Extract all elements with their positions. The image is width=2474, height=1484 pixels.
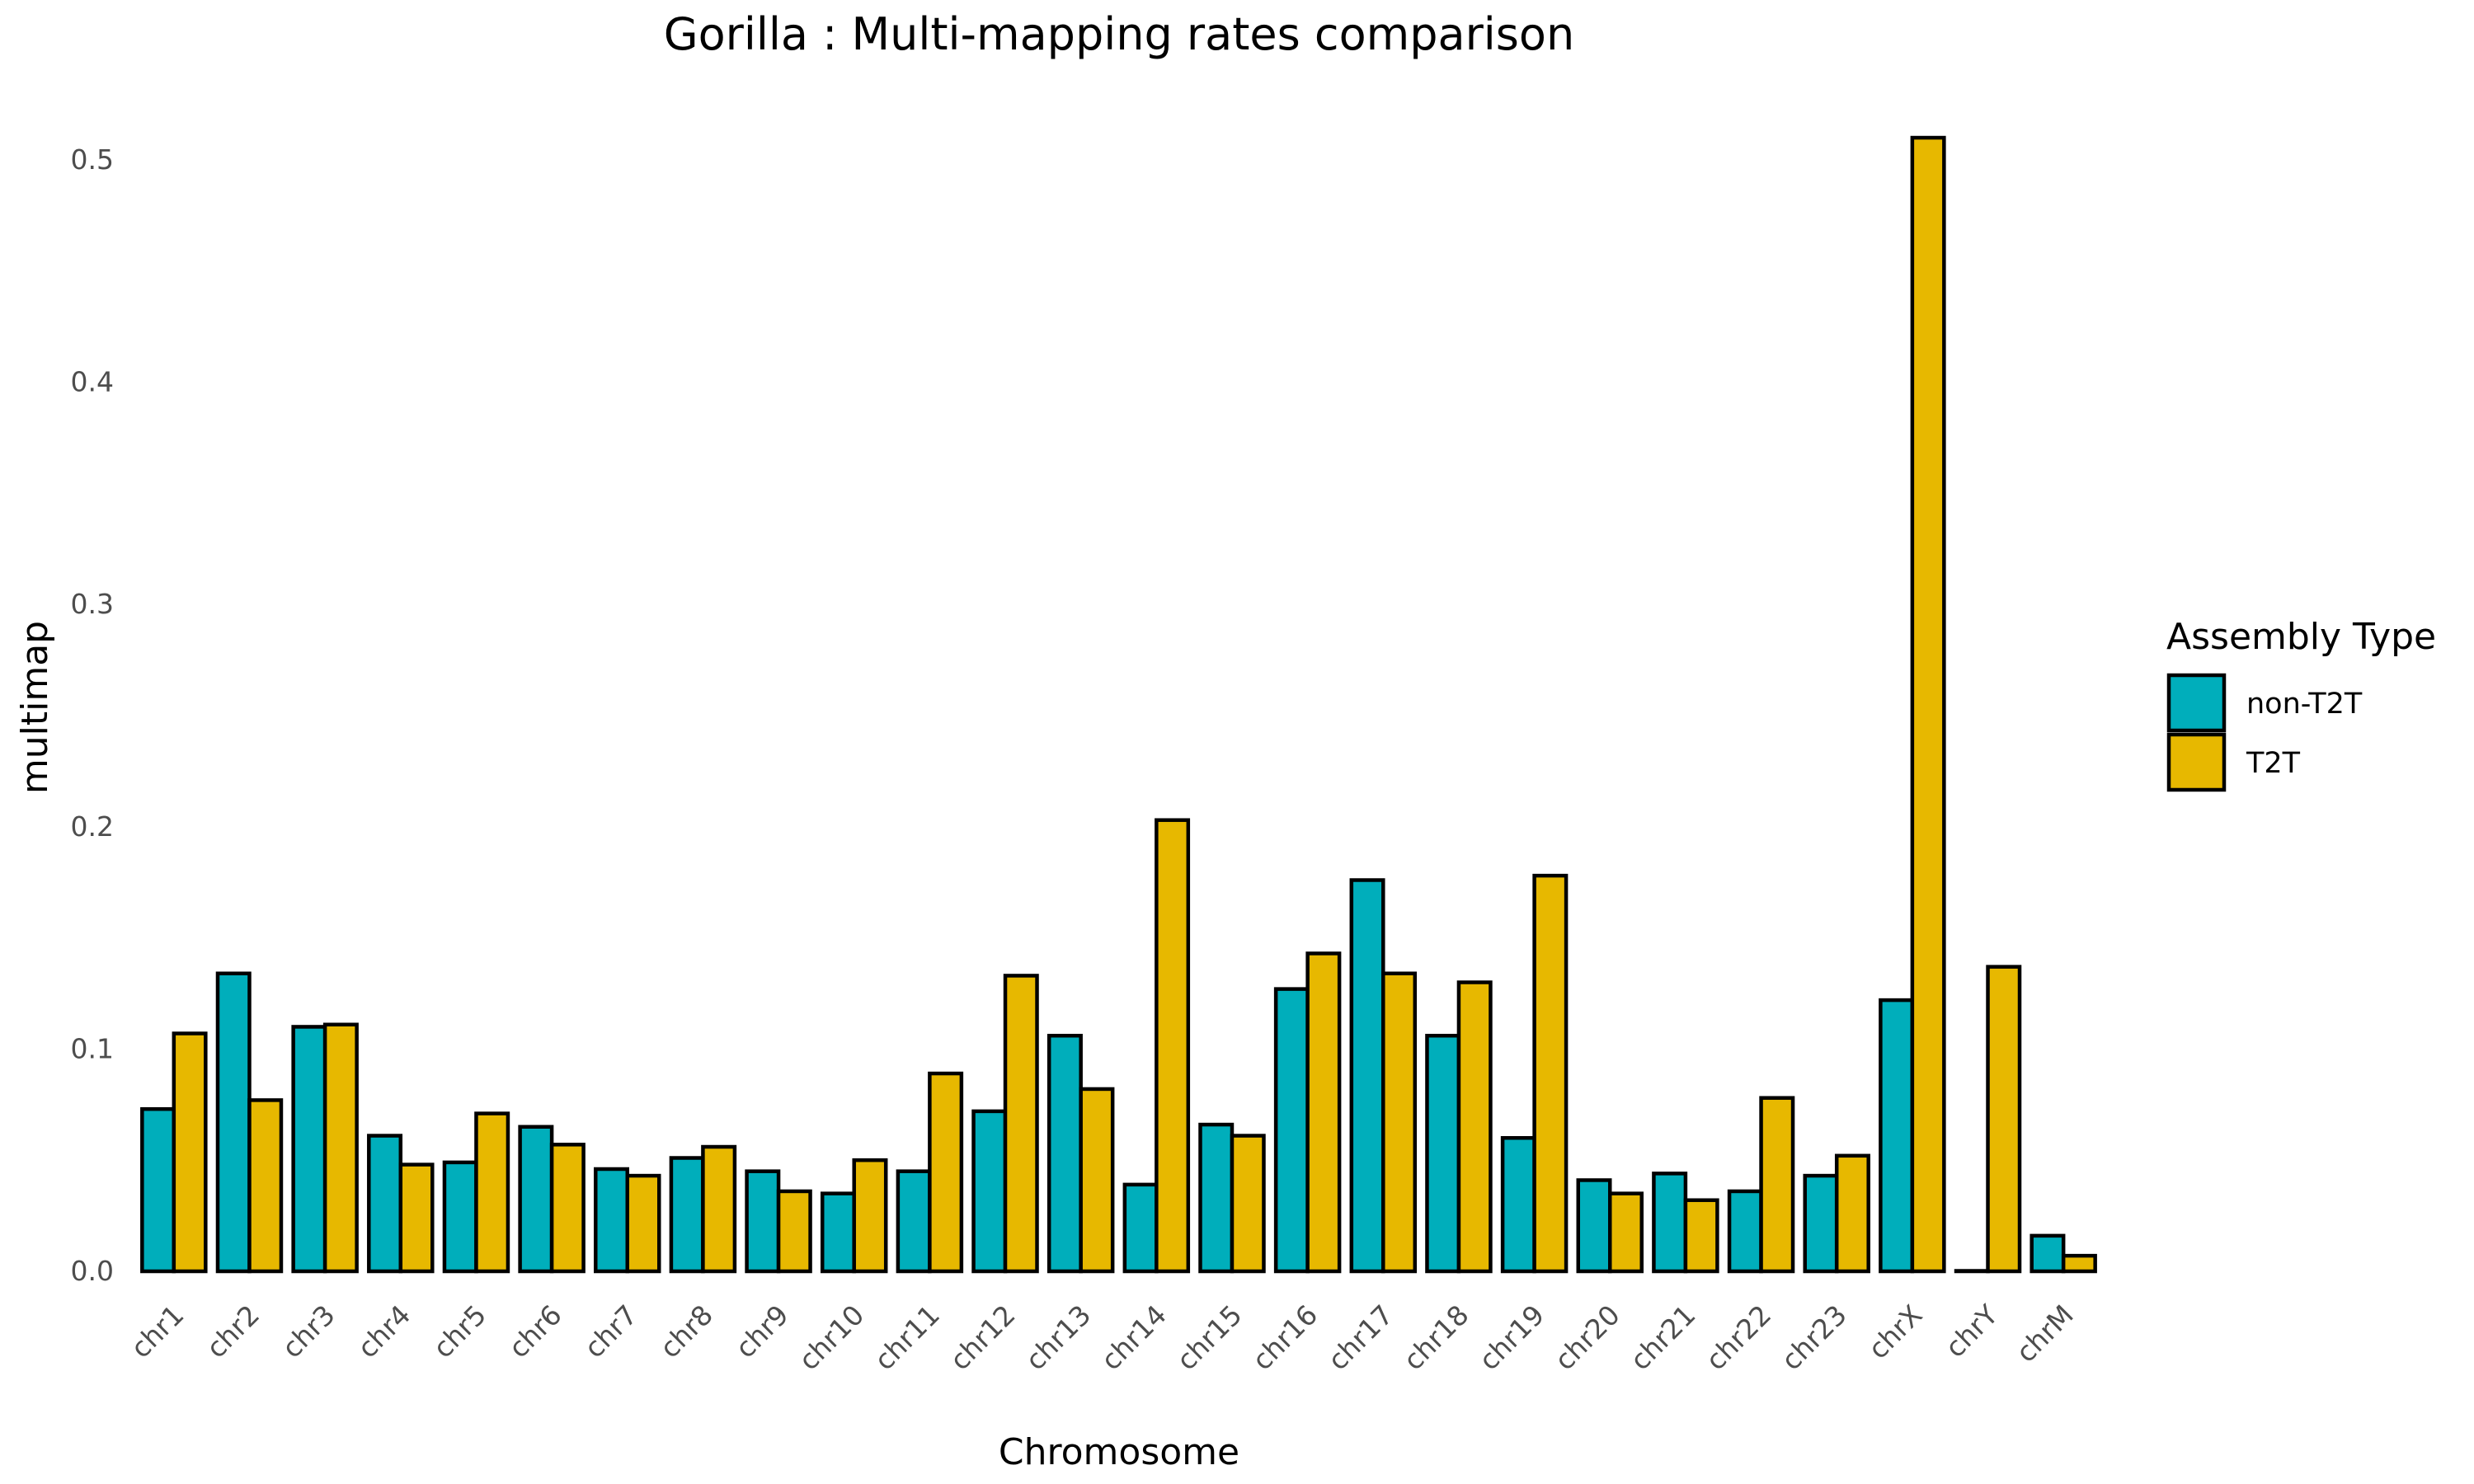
y-tick-label: 0.0 — [71, 1255, 114, 1287]
bar-chr11-T2T — [928, 1071, 964, 1274]
legend: Assembly Type non-T2T T2T — [2166, 616, 2436, 792]
bar-chr11-non-T2T — [896, 1169, 932, 1274]
bar-chr16-T2T — [1305, 951, 1342, 1274]
x-tick-label: chrM — [2010, 1298, 2080, 1369]
bar-chr12-T2T — [1003, 974, 1039, 1274]
bar-chr1-T2T — [172, 1031, 208, 1274]
x-tick-label: chr5 — [426, 1298, 492, 1364]
x-tick-label: chr14 — [1094, 1298, 1172, 1376]
bar-chr9-non-T2T — [745, 1169, 781, 1274]
y-axis-ticks: 0.0 0.1 0.2 0.3 0.4 0.5 — [71, 143, 114, 1287]
bar-chrX-T2T — [1910, 135, 1946, 1274]
x-tick-label: chr8 — [653, 1298, 719, 1364]
x-tick-label: chr19 — [1473, 1298, 1550, 1376]
bar-chr5-T2T — [474, 1111, 510, 1274]
bar-chr20-non-T2T — [1576, 1178, 1612, 1274]
bar-chr19-non-T2T — [1500, 1135, 1536, 1274]
bar-chr5-non-T2T — [442, 1160, 478, 1274]
bar-chr10-T2T — [852, 1158, 888, 1274]
bar-chrM-T2T — [2061, 1253, 2097, 1274]
bar-chr10-non-T2T — [820, 1191, 856, 1274]
x-tick-label: chr2 — [200, 1298, 266, 1364]
bar-chr19-T2T — [1532, 873, 1569, 1274]
legend-title: Assembly Type — [2166, 616, 2436, 658]
bars-group — [140, 135, 2097, 1274]
bar-chr15-non-T2T — [1198, 1122, 1235, 1274]
bar-chr14-T2T — [1155, 818, 1191, 1274]
x-axis-ticks: chr1 chr2 chr3 chr4 chr5 chr6 chr7 chr8 chr9chr1… — [125, 1298, 2080, 1376]
bar-chr18-non-T2T — [1425, 1033, 1461, 1274]
bar-chr21-T2T — [1683, 1198, 1719, 1274]
bar-chrX-non-T2T — [1879, 998, 1915, 1274]
x-tick-label: chr17 — [1321, 1298, 1399, 1376]
bar-chr12-non-T2T — [971, 1109, 1008, 1274]
bar-chr18-T2T — [1456, 980, 1493, 1274]
legend-key-non-T2T — [2166, 673, 2227, 733]
bar-chr4-non-T2T — [367, 1134, 403, 1274]
bar-chr4-T2T — [398, 1162, 435, 1274]
x-tick-label: chr6 — [502, 1298, 568, 1364]
x-tick-label: chr15 — [1170, 1298, 1248, 1376]
x-tick-label: chr3 — [275, 1298, 341, 1364]
bar-chr7-non-T2T — [594, 1167, 629, 1274]
y-tick-label: 0.2 — [71, 810, 114, 843]
x-tick-label: chrX — [1862, 1298, 1929, 1365]
y-axis-label: multimap — [14, 621, 56, 794]
x-tick-label: chr7 — [578, 1298, 644, 1364]
bar-chr8-non-T2T — [669, 1156, 705, 1274]
bar-chr22-non-T2T — [1727, 1189, 1763, 1274]
bar-chr17-non-T2T — [1349, 878, 1385, 1274]
bar-chrM-non-T2T — [2030, 1233, 2066, 1274]
bar-chr23-non-T2T — [1803, 1173, 1839, 1274]
x-tick-label: chrY — [1939, 1298, 2005, 1364]
y-tick-label: 0.4 — [71, 366, 114, 398]
bar-chrY-T2T — [1986, 965, 2022, 1274]
x-tick-label: chr1 — [125, 1298, 190, 1364]
bar-chr1-non-T2T — [140, 1106, 176, 1274]
x-axis-label: Chromosome — [999, 1431, 1239, 1473]
x-tick-label: chr9 — [729, 1298, 795, 1364]
x-tick-label: chr23 — [1775, 1298, 1852, 1376]
bar-chr13-non-T2T — [1047, 1033, 1083, 1274]
bar-chr21-non-T2T — [1652, 1172, 1688, 1274]
legend-label: non-T2T — [2246, 688, 2363, 721]
y-tick-label: 0.5 — [71, 143, 114, 176]
bar-chr16-non-T2T — [1273, 987, 1310, 1274]
bar-chr3-T2T — [322, 1022, 359, 1274]
bar-chr3-non-T2T — [291, 1025, 327, 1274]
bar-chr20-T2T — [1608, 1191, 1644, 1274]
bar-chr15-T2T — [1230, 1134, 1266, 1274]
bar-chr8-T2T — [701, 1144, 737, 1274]
legend-label: T2T — [2246, 747, 2301, 780]
bar-chrY-non-T2T — [1954, 1269, 1990, 1274]
bar-chr23-T2T — [1834, 1153, 1870, 1274]
x-tick-label: chr12 — [943, 1298, 1021, 1376]
bar-chr6-T2T — [549, 1143, 586, 1274]
x-tick-label: chr18 — [1397, 1298, 1475, 1376]
y-tick-label: 0.3 — [71, 588, 114, 620]
x-tick-label: chr10 — [793, 1298, 870, 1376]
y-tick-label: 0.1 — [71, 1032, 114, 1064]
x-tick-label: chr16 — [1246, 1298, 1324, 1376]
chart-title: Gorilla : Multi-mapping rates comparison — [664, 8, 1574, 60]
bar-chr13-T2T — [1079, 1087, 1115, 1274]
x-tick-label: chr20 — [1548, 1298, 1625, 1376]
x-tick-label: chr22 — [1700, 1298, 1777, 1376]
legend-items: non-T2T T2T — [2166, 673, 2363, 792]
bar-chr7-T2T — [625, 1173, 661, 1274]
bar-chr9-T2T — [776, 1189, 812, 1274]
x-tick-label: chr4 — [351, 1298, 417, 1364]
legend-key-T2T — [2166, 732, 2227, 792]
bar-chr2-T2T — [247, 1098, 284, 1274]
bar-chr17-T2T — [1381, 971, 1418, 1274]
bar-chr6-non-T2T — [518, 1125, 554, 1274]
bar-chr14-non-T2T — [1122, 1182, 1159, 1274]
bar-chr2-non-T2T — [215, 971, 252, 1274]
x-tick-label: chr21 — [1624, 1298, 1701, 1376]
x-tick-label: chr13 — [1019, 1298, 1097, 1376]
bar-chr22-T2T — [1759, 1096, 1795, 1274]
x-tick-label: chr11 — [868, 1298, 946, 1376]
